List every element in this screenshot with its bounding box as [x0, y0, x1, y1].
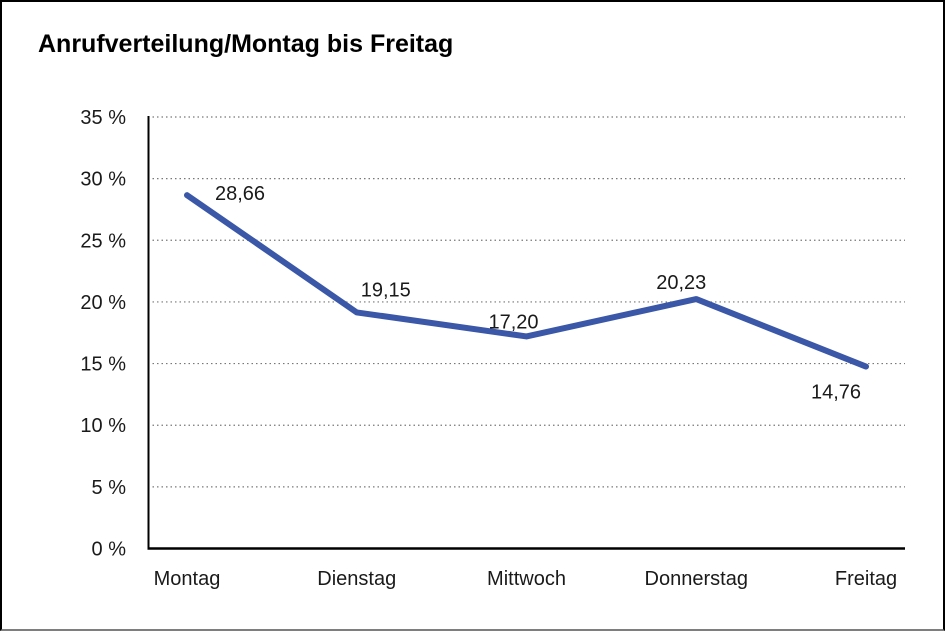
- data-point-labels: 28,66 19,15 17,20 20,23 14,76: [215, 183, 861, 403]
- x-category-label: Donnerstag: [645, 568, 748, 590]
- data-point-label: 28,66: [215, 183, 265, 205]
- y-tick-label: 30 %: [80, 169, 126, 191]
- y-axis-tick-labels: 0 % 5 % 10 % 15 % 20 % 25 % 30 % 35 %: [80, 107, 126, 561]
- y-tick-label: 25 %: [80, 230, 126, 252]
- data-point-label: 19,15: [361, 279, 411, 301]
- y-tick-label: 15 %: [80, 354, 126, 376]
- axes: [147, 116, 905, 550]
- x-axis-category-labels: Montag Dienstag Mittwoch Donnerstag Freitag: [154, 568, 897, 590]
- data-point-label: 20,23: [656, 272, 706, 294]
- data-series: [184, 192, 869, 370]
- y-tick-label: 35 %: [80, 107, 126, 129]
- y-tick-label: 5 %: [92, 477, 127, 499]
- x-category-label: Montag: [154, 568, 221, 590]
- data-point-label: 14,76: [811, 382, 861, 404]
- x-category-label: Freitag: [835, 568, 897, 590]
- x-category-label: Dienstag: [317, 568, 396, 590]
- gridlines: [148, 116, 905, 488]
- data-point-label: 17,20: [488, 311, 538, 333]
- y-tick-label: 0 %: [92, 539, 127, 561]
- y-tick-label: 10 %: [80, 415, 126, 437]
- series-line: [184, 192, 869, 370]
- y-tick-label: 20 %: [80, 292, 126, 314]
- x-category-label: Mittwoch: [487, 568, 566, 590]
- chart-title: Anrufverteilung/Montag bis Freitag: [38, 30, 454, 58]
